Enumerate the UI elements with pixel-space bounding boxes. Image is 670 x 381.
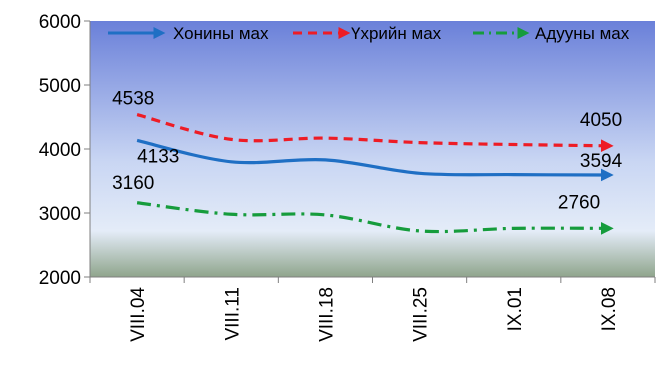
series-line-2 [136,201,614,235]
legend-label-series-1: Үхрийн мах [351,24,442,43]
legend-label-series-2: Адууны мах [535,24,630,43]
data-label: 4133 [137,146,179,167]
data-label: 2760 [558,192,600,213]
x-tick-label: VIII.18 [316,287,337,342]
data-labels: 4133 3594 4538 4050 3160 2760 [112,89,623,214]
series-line-1 [136,113,614,153]
series-group [136,113,614,235]
data-label: 3160 [112,173,154,194]
x-tick-label: VIII.11 [222,287,243,341]
y-tick-label: 3000 [39,204,81,225]
legend-label-series-0: Хонины мах [173,24,269,43]
data-label: 4538 [112,89,154,110]
y-tick-label: 4000 [39,140,81,161]
x-tick-label: VIII.04 [128,287,149,342]
series-line-0 [136,138,614,182]
data-label: 3594 [580,151,623,172]
x-tick-label: IX.01 [505,287,526,331]
y-tick-label: 6000 [39,12,81,33]
y-axis-ticks: 2000 3000 4000 5000 6000 [39,12,90,289]
y-tick-label: 5000 [39,76,81,97]
plot-area [90,21,655,277]
x-tick-label: VIII.25 [411,287,432,342]
data-label: 4050 [580,110,622,131]
x-axis-ticks: VIII.04 VIII.11 VIII.18 VIII.25 IX.01 IX.08 [89,277,656,342]
x-tick-label: IX.08 [599,287,620,331]
y-tick-label: 2000 [39,268,81,289]
legend: Хонины мах Үхрийн мах Адууны мах [108,24,630,43]
